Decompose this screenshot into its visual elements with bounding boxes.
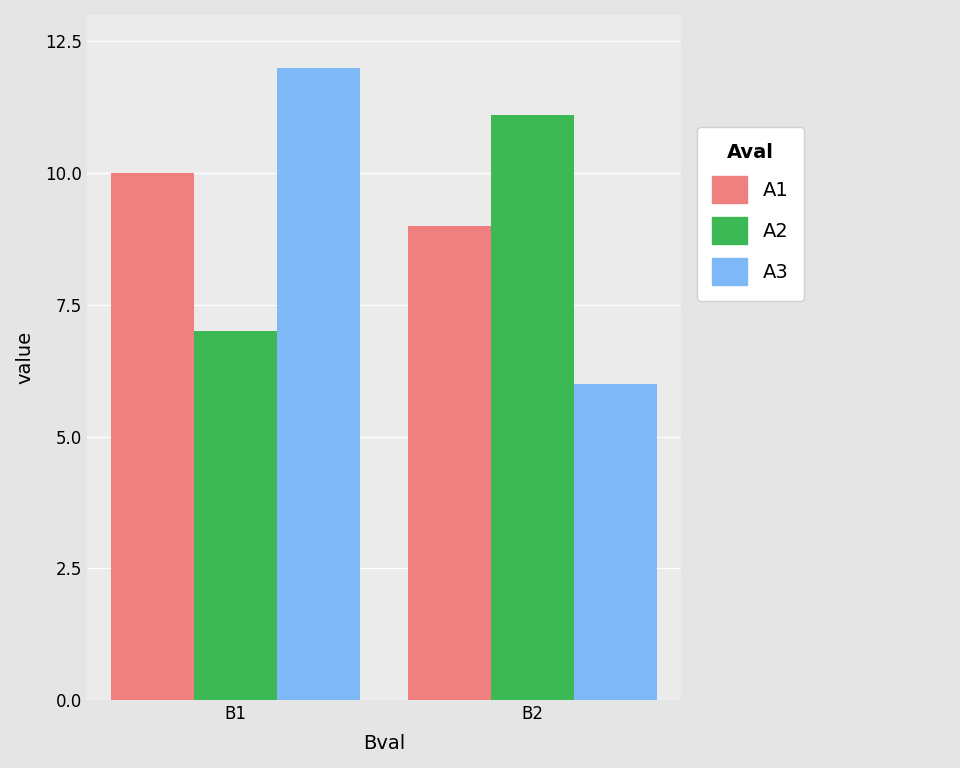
Bar [110, 173, 194, 700]
Bar [194, 331, 277, 700]
Bar [408, 226, 492, 700]
Y-axis label: value: value [15, 331, 34, 384]
Bar [574, 384, 658, 700]
Legend: A1, A2, A3: A1, A2, A3 [697, 127, 804, 301]
Bar [277, 68, 360, 700]
X-axis label: Bval: Bval [363, 734, 405, 753]
Bar [492, 115, 574, 700]
